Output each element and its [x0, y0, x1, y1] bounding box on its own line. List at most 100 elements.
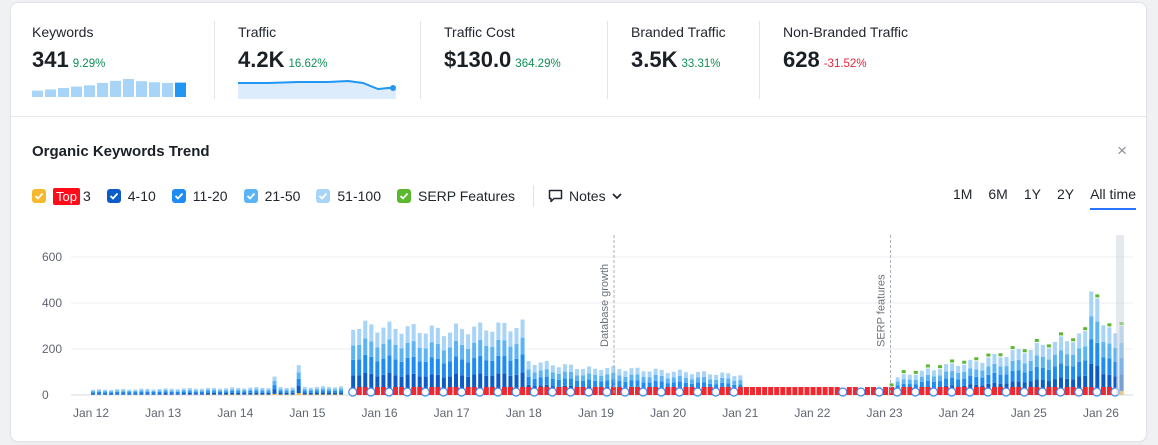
flag-icon: [362, 387, 368, 395]
metric-traffic-cost[interactable]: Traffic Cost $130.0 364.29%: [444, 3, 614, 103]
metric-traffic[interactable]: Traffic 4.2K 16.62%: [238, 3, 408, 103]
close-icon[interactable]: ×: [1117, 141, 1127, 160]
spark-bar: [32, 90, 43, 97]
chart-bar: [175, 390, 180, 392]
google-update-icon: [692, 387, 703, 397]
chart-bar: [1010, 370, 1015, 382]
period-6m[interactable]: 6M: [988, 186, 1008, 202]
chart-bar: [248, 389, 253, 392]
period-1m[interactable]: 1M: [952, 186, 973, 202]
metric-value: 4.2K 16.62%: [238, 47, 328, 72]
chart-bar: [121, 388, 126, 391]
chart-bar: [617, 375, 622, 382]
chart-bar: [460, 329, 465, 345]
metric-label: Traffic: [238, 24, 277, 40]
chart-bar: [587, 379, 592, 387]
chart-bar: [139, 388, 144, 391]
period-1y[interactable]: 1Y: [1023, 186, 1041, 202]
metric-branded-traffic[interactable]: Branded Traffic 3.5K 33.31%: [631, 3, 761, 103]
chart-bar: [103, 392, 108, 394]
chart-bar: [435, 374, 440, 391]
metric-change: 364.29%: [515, 58, 561, 70]
chart-bar: [1083, 331, 1088, 347]
chart-bar: [254, 390, 259, 393]
legend-top3[interactable]: Top 3: [32, 187, 91, 205]
chart-bar: [314, 392, 319, 395]
chart-bar: [986, 366, 991, 375]
chart-bar: [326, 386, 331, 389]
chart-bar: [230, 392, 235, 395]
google-update-icon: [438, 387, 449, 397]
spark-bar: [110, 80, 121, 97]
chart-bar: [895, 377, 900, 382]
chart-bar: [696, 382, 700, 389]
flag-icon: [671, 387, 677, 395]
legend-4-10[interactable]: 4-10: [106, 188, 156, 204]
divider: [420, 21, 421, 99]
notes-dropdown[interactable]: Notes: [548, 188, 629, 204]
chart-bar: [641, 371, 646, 378]
spark-bar: [71, 86, 82, 97]
google-update-icon: [838, 387, 848, 397]
divider: [759, 21, 760, 99]
chart-bar: [314, 386, 319, 389]
flag-icon: [707, 387, 713, 395]
chart-bar: [205, 391, 210, 393]
serp-marker: [925, 364, 930, 368]
flag-icon: [453, 387, 459, 395]
chart-bar: [212, 391, 216, 393]
chart-bar: [447, 376, 452, 392]
chart-bar: [502, 322, 507, 341]
chart-bar: [720, 372, 725, 378]
chart-bar: [1089, 339, 1094, 364]
chart-bar: [290, 392, 295, 395]
google-update-icon: [656, 387, 666, 397]
chart-bar: [260, 387, 265, 390]
chart-bar: [956, 379, 961, 387]
google-update-icon: [729, 387, 739, 397]
metric-change: -31.52%: [823, 58, 867, 70]
metric-keywords[interactable]: Keywords 341 9.29%: [32, 3, 202, 103]
google-update-icon: [983, 387, 993, 397]
metric-change: 9.29%: [72, 58, 106, 70]
period-2y[interactable]: 2Y: [1056, 186, 1075, 202]
google-update-icon: [348, 387, 358, 397]
flag-icon: [447, 387, 453, 395]
chart-bar: [1101, 374, 1106, 391]
chart-bar: [145, 393, 150, 395]
notes-label: Notes: [569, 188, 606, 204]
chart-bar: [326, 390, 331, 393]
chart-bar: [514, 327, 519, 345]
chart-bar: [895, 381, 900, 386]
chart-bar: [538, 370, 543, 378]
legend-label: 11-20: [192, 188, 228, 204]
x-tick-label: Jan 26: [1083, 406, 1119, 420]
flag-icon: [774, 387, 780, 395]
chart-bar: [671, 377, 676, 383]
chart-bar: [1071, 354, 1076, 367]
legend-51-100[interactable]: 51-100: [316, 188, 381, 204]
chart-bar: [962, 371, 967, 379]
chart-bar: [411, 356, 416, 374]
chart-bar: [314, 390, 319, 393]
metric-value: 628 -31.52%: [783, 47, 867, 72]
legend-21-50[interactable]: 21-50: [243, 188, 300, 204]
legend-11-20[interactable]: 11-20: [171, 188, 228, 204]
chart-bar: [931, 376, 936, 382]
chart-bar: [133, 393, 138, 395]
flag-icon: [992, 387, 998, 395]
period-all-time[interactable]: All time: [1090, 186, 1136, 210]
serp-marker: [1022, 349, 1027, 353]
chart-bar: [1046, 381, 1051, 393]
flag-icon: [1034, 387, 1040, 395]
google-update-icon: [511, 387, 521, 397]
chart-bar: [514, 374, 519, 391]
google-update-icon: [965, 387, 975, 397]
legend-serp-features[interactable]: SERP Features: [396, 188, 515, 204]
chart-bar: [532, 378, 537, 387]
metric-non-branded-traffic[interactable]: Non-Branded Traffic 628 -31.52%: [783, 3, 953, 103]
chart-bar: [1107, 374, 1112, 391]
flag-icon: [1016, 387, 1022, 395]
serp-marker: [901, 370, 906, 374]
flag-icon: [816, 387, 822, 395]
